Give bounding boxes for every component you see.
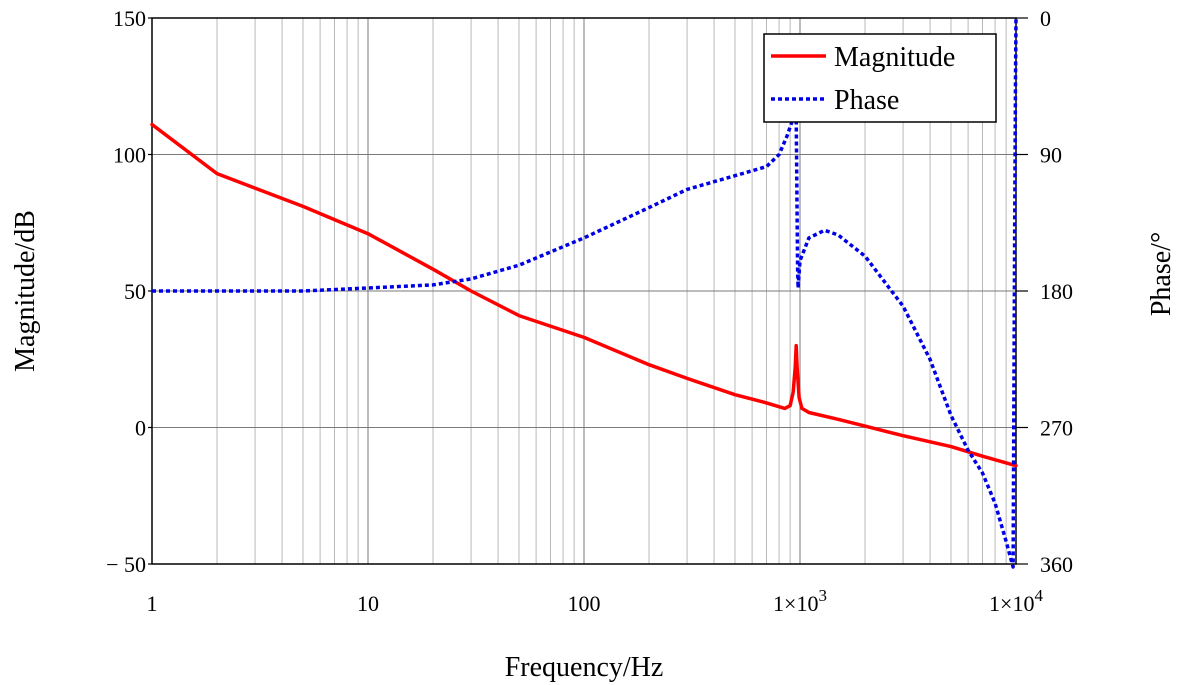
- legend-box: [763, 33, 997, 123]
- y-left-tick-label: − 50: [106, 552, 146, 577]
- y-right-tick-label: 180: [1040, 279, 1073, 304]
- series-layer: [150, 17, 1018, 569]
- legend-phase-label: Phase: [834, 85, 899, 116]
- y-left-tick-label: 0: [135, 416, 146, 441]
- x-axis-title: Frequency/Hz: [505, 652, 664, 683]
- x-tick-label: 1: [147, 591, 158, 616]
- tick-labels: 1 10 100 1×103 1×104 150 100 50 0 − 50 0 90 180 270 36…: [106, 6, 1073, 616]
- x-tick-label: 1×104: [989, 586, 1043, 616]
- legend-magnitude-label: Magnitude: [834, 42, 955, 73]
- y-left-tick-label: 100: [113, 143, 146, 168]
- y-right-tick-label: 90: [1040, 143, 1062, 168]
- y-left-axis-title: Magnitude/dB: [10, 210, 41, 372]
- y-right-tick-label: 0: [1040, 6, 1051, 31]
- x-tick-label: 10: [357, 591, 379, 616]
- y-left-tick-label: 50: [124, 279, 146, 304]
- legend: Magnitude Phase: [763, 33, 997, 123]
- y-left-tick-label: 150: [113, 6, 146, 31]
- y-right-tick-label: 270: [1040, 416, 1073, 441]
- magnitude-series-line: [150, 122, 1018, 468]
- x-tick-label: 100: [568, 591, 601, 616]
- phase-series-line: [152, 17, 1018, 569]
- y-right-axis-title: Phase/°: [1146, 232, 1177, 316]
- x-tick-label: 1×103: [773, 586, 827, 616]
- y-right-tick-label: 360: [1040, 552, 1073, 577]
